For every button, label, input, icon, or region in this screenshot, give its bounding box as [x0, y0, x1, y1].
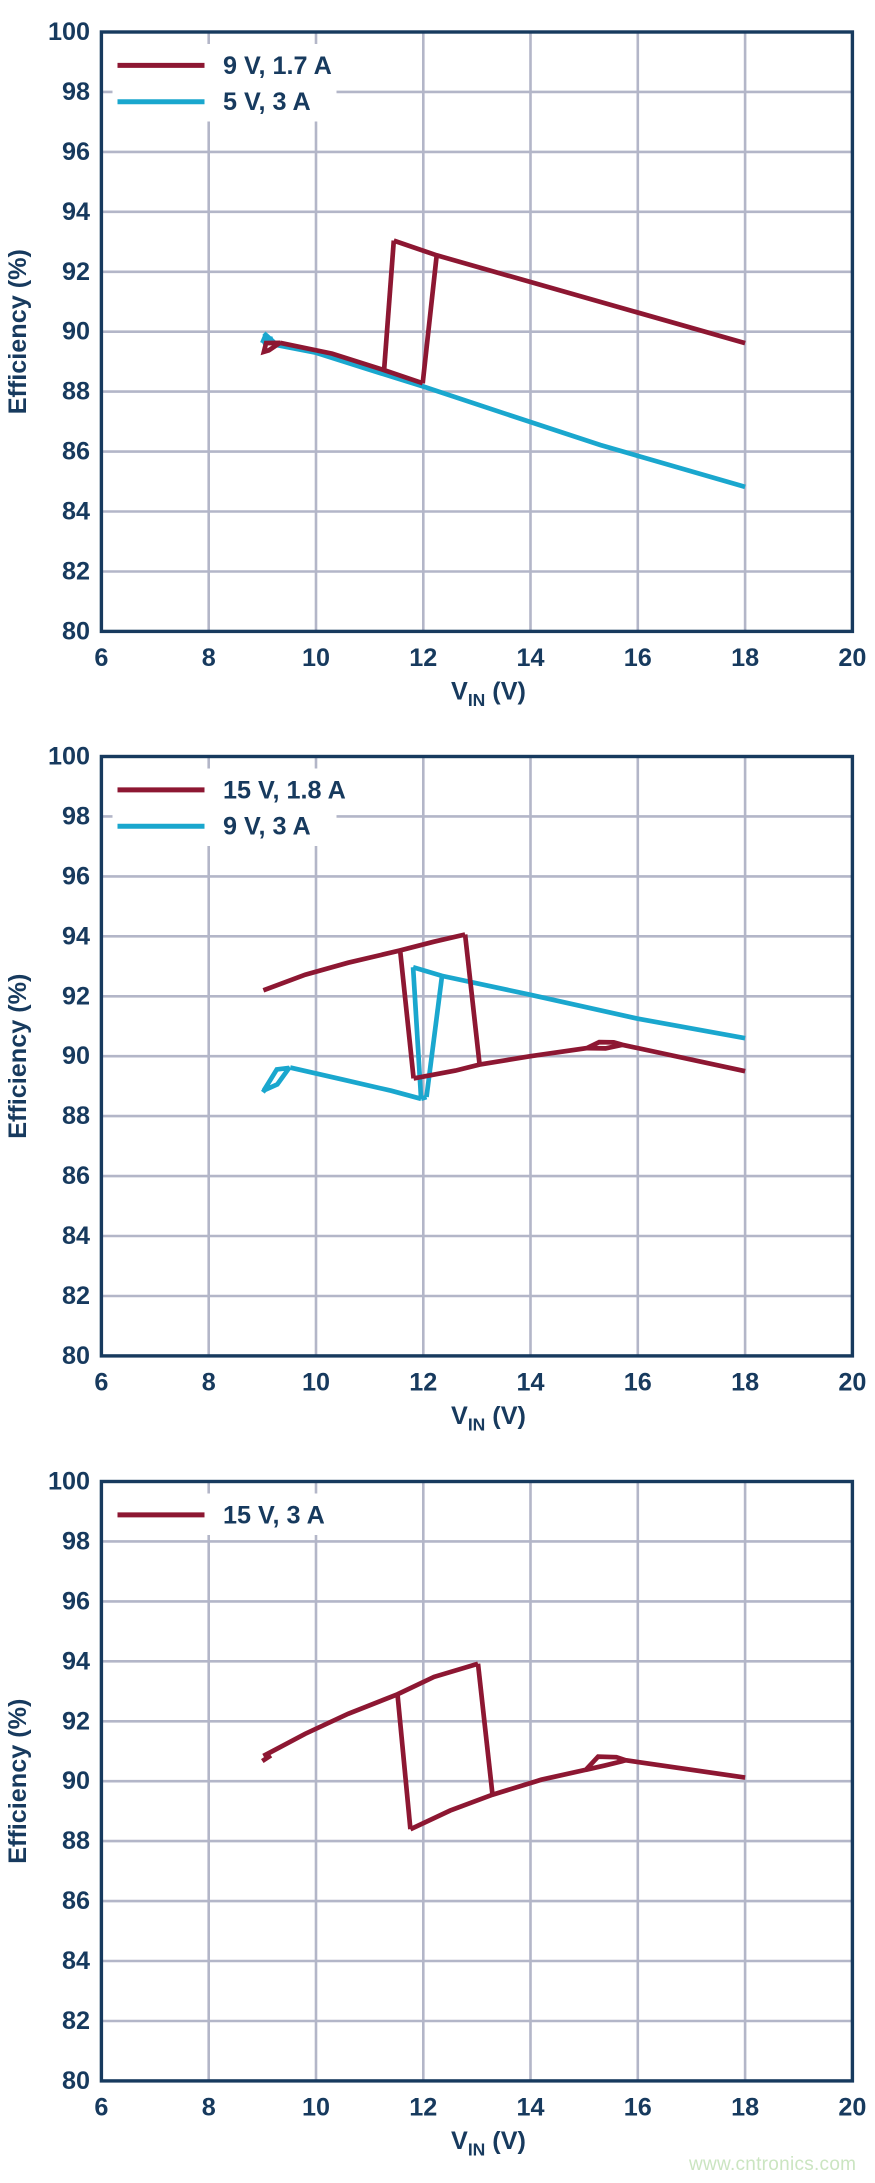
svg-text:18: 18	[731, 2093, 759, 2121]
svg-text:6: 6	[94, 2093, 108, 2121]
svg-text:96: 96	[62, 1587, 90, 1615]
svg-text:84: 84	[62, 1222, 90, 1250]
svg-text:Efficiency (%): Efficiency (%)	[4, 974, 32, 1139]
svg-text:86: 86	[62, 1887, 90, 1915]
svg-text:15 V, 1.8 A: 15 V, 1.8 A	[223, 776, 346, 804]
svg-text:88: 88	[62, 1102, 90, 1130]
svg-text:82: 82	[62, 2007, 90, 2035]
svg-text:100: 100	[48, 743, 90, 771]
svg-text:Efficiency (%): Efficiency (%)	[4, 249, 32, 414]
svg-text:98: 98	[62, 802, 90, 830]
svg-text:98: 98	[62, 78, 90, 106]
svg-text:10: 10	[302, 2093, 330, 2121]
svg-text:12: 12	[409, 644, 437, 672]
svg-text:96: 96	[62, 862, 90, 890]
svg-text:80: 80	[62, 617, 90, 645]
svg-text:20: 20	[838, 2093, 866, 2121]
svg-text:82: 82	[62, 1282, 90, 1310]
svg-text:20: 20	[838, 644, 866, 672]
svg-text:92: 92	[62, 1707, 90, 1735]
svg-text:92: 92	[62, 982, 90, 1010]
svg-text:12: 12	[409, 2093, 437, 2121]
svg-text:86: 86	[62, 438, 90, 466]
svg-text:9 V, 1.7 A: 9 V, 1.7 A	[223, 52, 332, 80]
svg-text:90: 90	[62, 1767, 90, 1795]
svg-text:98: 98	[62, 1527, 90, 1555]
svg-text:90: 90	[62, 1042, 90, 1070]
svg-text:10: 10	[302, 1368, 330, 1396]
svg-text:84: 84	[62, 1947, 90, 1975]
svg-text:18: 18	[731, 1368, 759, 1396]
svg-text:VIN (V): VIN (V)	[451, 677, 526, 710]
svg-text:90: 90	[62, 318, 90, 346]
svg-text:84: 84	[62, 498, 90, 526]
svg-text:6: 6	[94, 1368, 108, 1396]
svg-text:14: 14	[516, 2093, 544, 2121]
svg-text:VIN (V): VIN (V)	[451, 1402, 526, 1435]
svg-text:9 V, 3 A: 9 V, 3 A	[223, 813, 311, 841]
svg-text:Efficiency (%): Efficiency (%)	[4, 1699, 32, 1864]
svg-text:16: 16	[624, 644, 652, 672]
svg-text:80: 80	[62, 1342, 90, 1370]
svg-text:8: 8	[202, 2093, 216, 2121]
svg-text:VIN (V): VIN (V)	[451, 2127, 526, 2160]
svg-text:100: 100	[48, 18, 90, 46]
svg-text:18: 18	[731, 644, 759, 672]
svg-text:86: 86	[62, 1162, 90, 1190]
svg-text:16: 16	[624, 2093, 652, 2121]
svg-text:82: 82	[62, 558, 90, 586]
svg-text:20: 20	[838, 1368, 866, 1396]
svg-text:94: 94	[62, 198, 90, 226]
svg-text:5 V, 3 A: 5 V, 3 A	[223, 88, 311, 116]
svg-text:12: 12	[409, 1368, 437, 1396]
svg-text:6: 6	[94, 644, 108, 672]
svg-text:www.cntronics.com: www.cntronics.com	[688, 2154, 856, 2175]
svg-text:88: 88	[62, 378, 90, 406]
svg-text:15 V, 3 A: 15 V, 3 A	[223, 1501, 325, 1529]
svg-text:16: 16	[624, 1368, 652, 1396]
svg-text:80: 80	[62, 2067, 90, 2095]
svg-text:94: 94	[62, 1647, 90, 1675]
svg-text:8: 8	[202, 644, 216, 672]
svg-text:88: 88	[62, 1827, 90, 1855]
svg-text:92: 92	[62, 258, 90, 286]
svg-text:94: 94	[62, 922, 90, 950]
svg-text:100: 100	[48, 1468, 90, 1496]
svg-text:10: 10	[302, 644, 330, 672]
svg-text:96: 96	[62, 138, 90, 166]
svg-text:14: 14	[516, 644, 544, 672]
svg-text:8: 8	[202, 1368, 216, 1396]
svg-text:14: 14	[516, 1368, 544, 1396]
